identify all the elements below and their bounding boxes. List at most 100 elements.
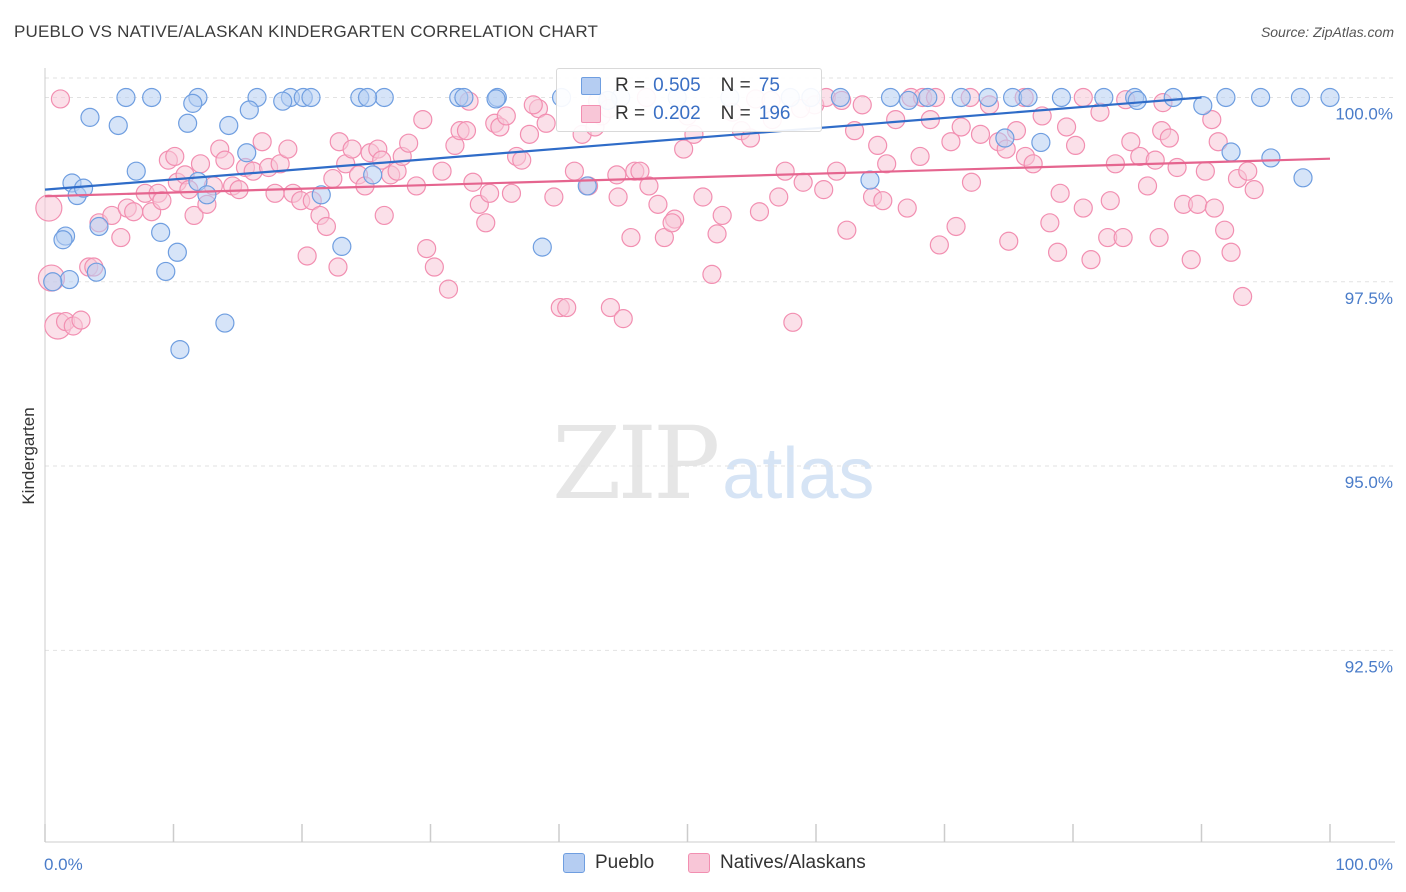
source-credit: Source: ZipAtlas.com	[1260, 24, 1394, 40]
watermark-zip: ZIP	[552, 405, 720, 522]
point-natives	[621, 227, 641, 248]
point-natives	[929, 235, 949, 255]
point-natives	[512, 150, 532, 170]
point-natives	[190, 154, 211, 174]
bottom-legend-swatch-pueblo	[563, 853, 585, 873]
point-pueblo	[374, 87, 394, 108]
point-natives	[35, 194, 63, 222]
point-pueblo	[1094, 87, 1114, 108]
point-natives	[544, 187, 564, 207]
point-natives	[775, 161, 795, 181]
legend-r-value-pueblo: 0.505	[653, 75, 701, 96]
point-natives	[826, 161, 847, 181]
point-pueblo	[1251, 87, 1271, 108]
bottom-legend-pueblo[interactable]: Pueblo	[563, 852, 654, 874]
point-natives	[1073, 87, 1093, 108]
point-natives	[184, 205, 204, 226]
legend-n-label: N =	[720, 75, 751, 96]
point-natives	[897, 198, 917, 218]
point-natives	[1073, 198, 1093, 218]
point-pueblo	[1051, 87, 1072, 108]
trend-line-pueblo	[44, 96, 1202, 191]
legend-row-pueblo: R = 0.505 N = 75	[581, 74, 780, 98]
bottom-legend: Pueblo Natives/Alaskans	[0, 852, 1406, 878]
point-natives	[519, 124, 540, 144]
point-natives	[961, 172, 982, 192]
legend-r-label: R =	[615, 75, 646, 96]
point-pueblo	[1320, 87, 1340, 108]
point-natives	[102, 205, 122, 226]
point-natives	[749, 202, 770, 222]
point-natives	[496, 106, 516, 126]
point-natives	[111, 227, 131, 248]
point-natives	[946, 216, 966, 237]
point-pueblo	[197, 185, 217, 205]
point-pueblo	[311, 185, 331, 205]
legend-n-label: N =	[720, 103, 751, 124]
point-natives	[951, 117, 971, 137]
point-natives	[342, 139, 362, 159]
point-natives	[702, 264, 722, 284]
point-pueblo	[239, 100, 259, 120]
point-natives	[523, 95, 543, 115]
point-pueblo	[53, 230, 73, 250]
point-natives	[910, 146, 930, 167]
point-natives	[536, 113, 556, 133]
point-natives	[252, 132, 272, 152]
point-natives	[1023, 154, 1043, 174]
point-pueblo	[89, 216, 109, 237]
point-natives	[1195, 161, 1215, 181]
point-natives	[941, 132, 961, 152]
point-natives	[877, 154, 897, 174]
legend-swatch-pueblo	[581, 77, 601, 95]
points-pueblo	[43, 87, 1340, 360]
point-natives	[1040, 213, 1060, 233]
point-natives	[1065, 135, 1086, 155]
point-natives	[1221, 242, 1241, 262]
point-natives	[265, 183, 285, 203]
point-natives	[270, 154, 290, 174]
point-natives	[413, 109, 433, 130]
watermark-atlas: atlas	[722, 434, 875, 514]
bottom-legend-swatch-natives	[688, 853, 710, 873]
point-natives	[463, 172, 483, 192]
point-natives	[654, 227, 674, 248]
point-natives	[50, 89, 71, 109]
point-pueblo	[126, 161, 146, 181]
point-natives	[374, 205, 394, 226]
point-pueblo	[1293, 168, 1313, 188]
trend-lines	[44, 96, 1331, 198]
point-pueblo	[183, 93, 203, 113]
point-natives	[852, 95, 872, 115]
point-natives	[1204, 198, 1224, 218]
point-pueblo	[532, 237, 552, 257]
point-pueblo	[486, 89, 506, 109]
point-natives	[399, 133, 419, 153]
point-natives	[1159, 128, 1179, 148]
point-pueblo	[880, 87, 901, 108]
point-pueblo	[1193, 95, 1213, 116]
point-natives	[1188, 194, 1208, 214]
point-pueblo	[951, 87, 971, 108]
point-pueblo	[108, 115, 128, 136]
point-natives	[316, 216, 337, 237]
bottom-legend-label-pueblo: Pueblo	[595, 852, 655, 873]
point-pueblo	[59, 269, 80, 290]
point-natives	[1233, 286, 1253, 307]
point-pueblo	[1163, 87, 1183, 108]
point-natives	[868, 135, 888, 155]
legend-r-label: R =	[615, 103, 646, 124]
point-natives	[793, 172, 813, 192]
point-natives	[152, 191, 172, 211]
point-natives	[297, 246, 317, 266]
point-natives	[648, 194, 668, 214]
point-natives	[674, 139, 694, 159]
point-natives	[814, 180, 834, 200]
bottom-legend-natives[interactable]: Natives/Alaskans	[688, 852, 866, 874]
point-natives	[71, 310, 91, 330]
point-natives	[501, 183, 522, 203]
point-natives	[417, 239, 437, 259]
point-natives	[1145, 150, 1165, 170]
point-natives	[1208, 132, 1228, 152]
point-natives	[1167, 157, 1187, 178]
